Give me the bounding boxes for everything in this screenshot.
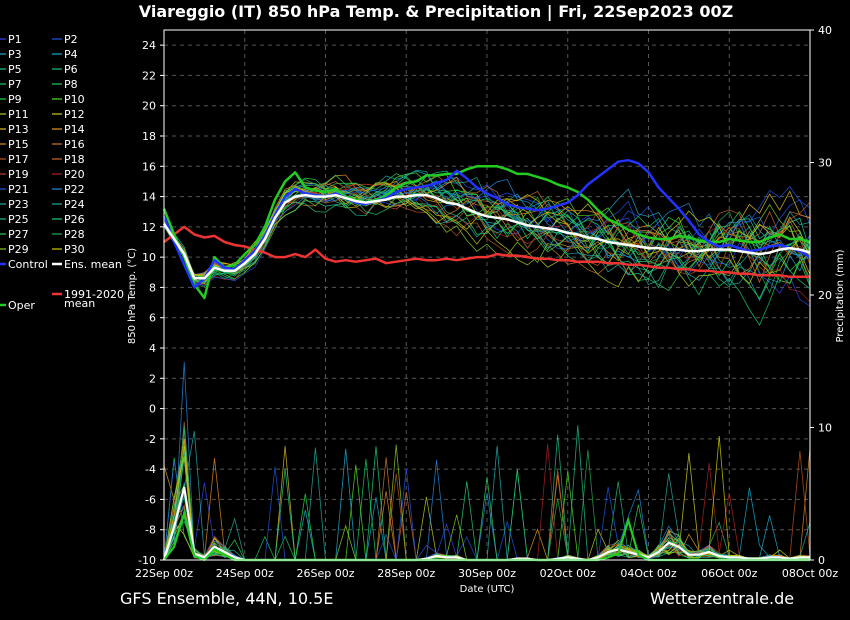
y-tick-label: 4 [149, 342, 156, 355]
x-tick-label: 08Oct 00z [782, 567, 839, 580]
legend-entry: P23 [8, 198, 29, 211]
y-tick-label: 14 [142, 191, 156, 204]
footer-source: GFS Ensemble, 44N, 10.5E [120, 589, 333, 608]
chart-grid [163, 30, 811, 560]
legend-entry: P27 [8, 228, 29, 241]
y-tick-label: 0 [149, 403, 156, 416]
y-tick-label: -8 [145, 524, 156, 537]
legend-entry: P2 [64, 33, 78, 46]
member-line [163, 190, 811, 285]
y-tick-label: 2 [149, 372, 156, 385]
x-tick-label: 26Sep 00z [297, 567, 355, 580]
y-tick-label: 10 [142, 251, 156, 264]
y2-tick-label: 40 [818, 24, 832, 37]
main-series [162, 158, 811, 300]
legend-entry: P9 [8, 93, 22, 106]
legend-entry: P16 [64, 138, 85, 151]
legend-entry: P26 [64, 213, 85, 226]
legend-entry-climate-line2: mean [64, 297, 95, 310]
member-line [163, 178, 811, 280]
legend-entry: P17 [8, 153, 29, 166]
legend-entry: P1 [8, 33, 22, 46]
x-tick-label: 22Sep 00z [135, 567, 193, 580]
legend-entry: P8 [64, 78, 78, 91]
legend-entry: P29 [8, 243, 29, 256]
y-tick-label: 8 [149, 281, 156, 294]
y-tick-label: 24 [142, 39, 156, 52]
y-axis-label: 850 hPa Temp. (°C) [127, 248, 138, 344]
legend-entry: P20 [64, 168, 85, 181]
legend-entry: P7 [8, 78, 22, 91]
legend-entry: P21 [8, 183, 29, 196]
legend-entry: P10 [64, 93, 85, 106]
legend-entry: P19 [8, 168, 29, 181]
y-tick-label: 18 [142, 130, 156, 143]
x-tick-label: 30Sep 00z [458, 567, 516, 580]
x-tick-label: 04Oct 00z [620, 567, 677, 580]
y-tick-label: 12 [142, 221, 156, 234]
legend-entry: P25 [8, 213, 29, 226]
y2-tick-label: 20 [818, 289, 832, 302]
legend: P1 P3 P5 P7 P9 P11 P13 P15 P17 P19 P21 P23 P25 P27 P29… [0, 33, 124, 312]
legend-entry: P22 [64, 183, 85, 196]
y2-tick-label: 0 [818, 554, 825, 567]
legend-entry: P12 [64, 108, 85, 121]
y-tick-label: -2 [145, 433, 156, 446]
x-tick-label: 06Oct 00z [701, 567, 758, 580]
series-line-control [162, 158, 811, 289]
legend-entry: P13 [8, 123, 29, 136]
series-line-oper [162, 165, 811, 300]
member-line [163, 182, 811, 285]
legend-entry-climate: 1991-2020 [64, 288, 124, 301]
legend-entry: P6 [64, 63, 78, 76]
x-axis-ticks: 22Sep 00z 24Sep 00z 26Sep 00z 28Sep 00z 30Se… [135, 567, 838, 580]
y2-tick-label: 30 [818, 157, 832, 170]
y2-axis-ticks: 0 10 20 30 40 [810, 24, 832, 567]
x-tick-label: 24Sep 00z [216, 567, 274, 580]
legend-entry: P4 [64, 48, 78, 61]
legend-entry: P18 [64, 153, 85, 166]
member-precip-line [163, 421, 811, 561]
legend-entry: P11 [8, 108, 29, 121]
legend-entry: P28 [64, 228, 85, 241]
y-tick-label: 16 [142, 160, 156, 173]
member-precip-line [163, 425, 811, 561]
y2-axis-label: Precipitation (mm) [835, 249, 846, 342]
legend-entry-oper: Oper [8, 299, 35, 312]
legend-entry: Control [8, 258, 48, 271]
member-line [163, 172, 811, 285]
x-tick-label: 28Sep 00z [377, 567, 435, 580]
legend-entry: P15 [8, 138, 29, 151]
y-tick-label: -10 [138, 554, 156, 567]
legend-entry: P30 [64, 243, 85, 256]
y-tick-label: -6 [145, 493, 156, 506]
y-tick-label: 20 [142, 100, 156, 113]
y-tick-label: 22 [142, 69, 156, 82]
series-line-ens-mean [162, 193, 811, 280]
footer-site: Wetterzentrale.de [650, 589, 794, 608]
y2-tick-label: 10 [818, 422, 832, 435]
legend-entry: P3 [8, 48, 22, 61]
chart-title: Viareggio (IT) 850 hPa Temp. & Precipita… [139, 2, 733, 22]
y-tick-label: 6 [149, 312, 156, 325]
y-tick-label: -4 [145, 463, 156, 476]
x-axis-label: Date (UTC) [460, 584, 515, 595]
x-tick-label: 02Oct 00z [540, 567, 597, 580]
legend-entry: P14 [64, 123, 85, 136]
legend-entry: P5 [8, 63, 22, 76]
legend-entry: P24 [64, 198, 85, 211]
series-line-1991-2020-mean [163, 225, 810, 279]
legend-entry: Ens. mean [64, 258, 122, 271]
